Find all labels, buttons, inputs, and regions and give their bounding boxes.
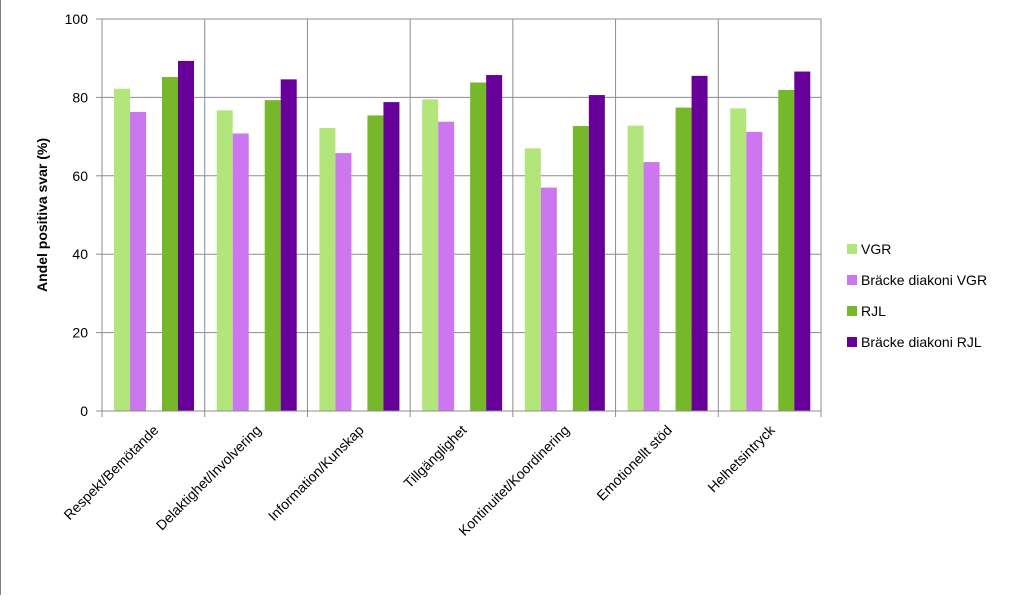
bar-4 <box>794 71 811 411</box>
bar-3 <box>162 77 178 412</box>
x-tick-label: Emotionellt stöd <box>593 422 675 504</box>
bar-2 <box>438 121 455 411</box>
bar-4 <box>280 79 297 412</box>
legend-swatch <box>847 244 857 254</box>
x-tick-label: Information/Kunskap <box>265 422 367 524</box>
x-tick-label: Kontinuitet/Koordinering <box>455 422 572 539</box>
bar-1 <box>114 88 130 411</box>
legend-label: Bräcke diakoni VGR <box>861 272 987 288</box>
bar-2 <box>232 133 249 412</box>
y-tick-label: 80 <box>72 89 88 105</box>
legend-swatch <box>847 275 857 285</box>
y-axis-label: Andel positiva svar (%) <box>34 138 50 292</box>
gridlines <box>101 18 822 412</box>
bar-4 <box>383 102 400 411</box>
bar-1 <box>524 148 541 412</box>
y-tick-label: 100 <box>65 11 89 27</box>
bar-3 <box>675 107 692 411</box>
bar-3 <box>470 82 487 411</box>
bar-2 <box>335 153 352 411</box>
x-tick-label: Respekt/Bemötande <box>60 422 161 523</box>
y-tick-labels: 0 20 40 60 80 100 <box>65 11 89 419</box>
bar-1 <box>730 108 747 411</box>
bar-4 <box>486 75 503 411</box>
legend-label: RJL <box>861 303 886 319</box>
y-tick-label: 60 <box>72 168 88 184</box>
legend-swatch <box>847 337 857 347</box>
bar-1 <box>422 99 439 412</box>
bar-2 <box>643 162 660 411</box>
legend-swatch <box>847 306 857 316</box>
x-tick-label: Helhetsintryck <box>704 421 778 495</box>
bar-1 <box>627 125 644 412</box>
bar-4 <box>178 60 194 411</box>
y-tick-label: 20 <box>72 325 88 341</box>
bar-3 <box>264 100 281 412</box>
bar-4 <box>588 95 605 411</box>
legend-label: Bräcke diakoni RJL <box>861 334 982 350</box>
bar-2 <box>540 187 557 411</box>
x-tick-label: Tillgänglighet <box>400 422 469 491</box>
bar-1 <box>216 110 233 411</box>
bar-2 <box>746 131 763 411</box>
y-tick-label: 0 <box>80 403 88 419</box>
x-tick-labels: Respekt/BemötandeDelaktighet/Involvering… <box>60 421 778 539</box>
y-tick-label: 40 <box>72 246 88 262</box>
bar-4 <box>691 75 708 411</box>
bars <box>114 60 811 412</box>
bar-2 <box>130 111 146 412</box>
bar-3 <box>778 89 795 412</box>
legend: VGR Bräcke diakoni VGR RJL Bräcke diakoni R… <box>847 241 987 350</box>
axes <box>96 18 822 417</box>
x-tick-label: Delaktighet/Involvering <box>153 422 264 533</box>
bar-3 <box>367 115 384 411</box>
bar-1 <box>319 127 336 411</box>
bar-3 <box>572 126 589 412</box>
legend-label: VGR <box>861 241 891 257</box>
